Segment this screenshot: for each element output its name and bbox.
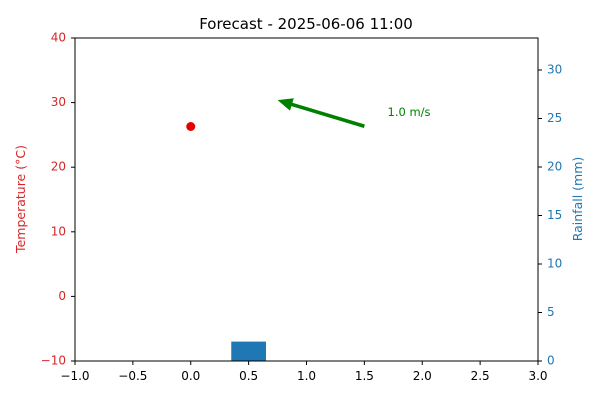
left-y-tick-label: −10 (41, 354, 66, 368)
x-tick-label: 3.0 (528, 369, 547, 383)
x-tick-label: 2.0 (413, 369, 432, 383)
left-y-tick-label: 40 (51, 31, 66, 45)
left-y-tick-label: 30 (51, 95, 66, 109)
x-tick-label: 0.5 (239, 369, 258, 383)
x-tick-label: 1.5 (355, 369, 374, 383)
wind-arrow (277, 98, 365, 128)
wind-label: 1.0 m/s (388, 105, 431, 119)
right-y-tick-label: 30 (547, 63, 562, 77)
temperature-point (186, 122, 196, 132)
right-y-tick-label: 0 (547, 354, 555, 368)
right-y-tick-label: 25 (547, 111, 562, 125)
right-y-axis-label: Rainfall (mm) (570, 157, 585, 242)
rainfall-bar (231, 341, 266, 361)
left-y-axis: −10 0 10 20 30 40 (41, 31, 75, 368)
chart-title: Forecast - 2025-06-06 11:00 (199, 15, 413, 33)
x-tick-label: 1.0 (297, 369, 316, 383)
right-y-tick-label: 5 (547, 305, 555, 319)
right-y-tick-label: 10 (547, 257, 562, 271)
axes-border (74, 37, 539, 362)
x-tick-label: −0.5 (118, 369, 147, 383)
left-y-tick-label: 10 (51, 224, 66, 238)
x-axis: −1.0 −0.5 0.0 0.5 1.0 1.5 2.0 2.5 3.0 (60, 361, 548, 383)
right-y-tick-label: 15 (547, 208, 562, 222)
right-y-axis: 0 5 10 15 20 25 30 (538, 63, 562, 368)
left-y-axis-label: Temperature (°C) (13, 145, 28, 254)
x-tick-label: 0.0 (181, 369, 200, 383)
right-y-tick-label: 20 (547, 160, 562, 174)
plot-area: 1.0 m/s (186, 98, 431, 361)
axes-frame (74, 37, 539, 362)
left-y-tick-label: 20 (51, 160, 66, 174)
left-y-tick-label: 0 (58, 289, 66, 303)
x-tick-label: 2.5 (471, 369, 490, 383)
x-tick-label: −1.0 (60, 369, 89, 383)
